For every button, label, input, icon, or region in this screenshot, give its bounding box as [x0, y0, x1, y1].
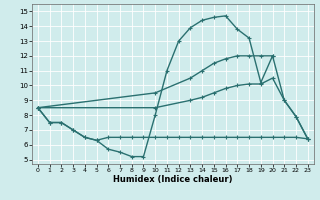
X-axis label: Humidex (Indice chaleur): Humidex (Indice chaleur)	[113, 175, 233, 184]
